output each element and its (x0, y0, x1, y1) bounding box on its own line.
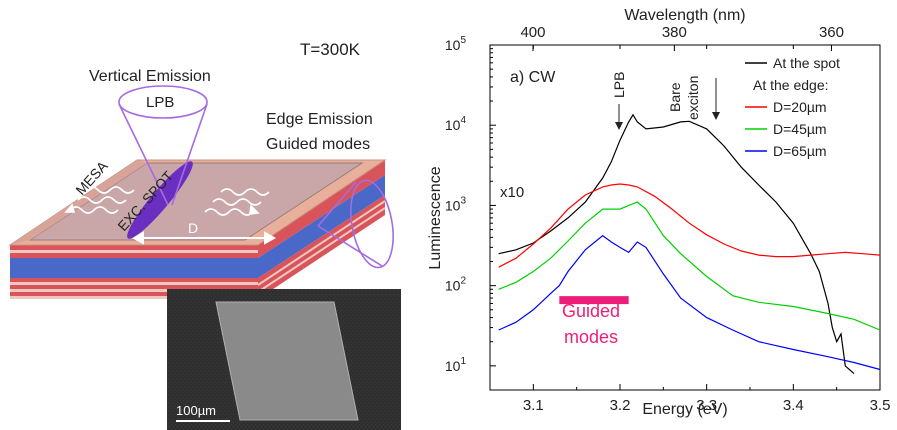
vertical-emission-label: Vertical Emission (89, 68, 211, 85)
lpb-label: LPB (146, 94, 174, 111)
lpb-arrow-head (615, 122, 623, 130)
y-tick-label: 105 (445, 35, 467, 53)
legend-subtitle: At the edge: (753, 77, 829, 93)
y-tick-label: 103 (445, 195, 467, 213)
y-tick-label: 104 (445, 115, 467, 133)
top-axis-title: Wavelength (nm) (624, 7, 745, 24)
guided-modes-band (559, 296, 629, 305)
series-line-3 (498, 234, 881, 371)
exciton-arrow-head (712, 112, 720, 120)
lpb-annotation: LPB (611, 72, 627, 98)
distance-label: D (188, 220, 198, 236)
legend-label-2: D=45µm (773, 121, 827, 137)
sem-inset: 100µm (167, 289, 401, 430)
guided-annotation-2: modes (564, 327, 618, 347)
excitation-spot (127, 161, 193, 239)
temperature-label: T=300K (300, 40, 361, 59)
active-layer-front (10, 258, 258, 278)
bare-annotation: Bare (667, 82, 683, 112)
vertical-emission-cone (118, 85, 208, 206)
plot-area (489, 44, 881, 391)
x-tick-label: 3.4 (783, 397, 804, 414)
x10-label: x10 (500, 184, 524, 201)
legend-label-0: At the spot (773, 55, 840, 71)
x-tick-label: 3.1 (523, 397, 544, 414)
edge-emission-label: Edge Emission (266, 111, 373, 128)
series-line-1 (498, 183, 881, 268)
series-line-2 (498, 201, 881, 331)
top-tick-label: 380 (662, 24, 687, 41)
top-tick-label: 360 (819, 24, 844, 41)
guided-waves-right (204, 188, 270, 216)
y-tick-label: 102 (445, 276, 467, 294)
guided-modes-label: Guided modes (266, 136, 370, 153)
mesa-micrograph (215, 301, 359, 421)
x-tick-label: 3.2 (610, 397, 631, 414)
x-tick-label: 3.3 (696, 397, 717, 414)
x-tick-label: 3.5 (870, 397, 891, 414)
scale-bar-label: 100µm (176, 403, 216, 418)
guided-waves-left (64, 186, 135, 214)
legend-label-3: D=65µm (773, 143, 827, 159)
panel-label: a) CW (510, 69, 556, 86)
series-line-0 (498, 113, 855, 375)
exciton-annotation: exciton (685, 76, 701, 120)
distance-arrow (131, 231, 277, 245)
edge-emission-cone (317, 179, 394, 269)
y-tick-label: 101 (445, 356, 467, 374)
y-axis-title: Luminescence (427, 166, 444, 269)
guided-annotation-1: Guided (562, 301, 620, 321)
x-axis-title: Energy (eV) (642, 401, 727, 418)
device-schematic: D T=300K Vertical Emission LPB Edge Emis… (8, 40, 401, 430)
legend-label-1: D=20µm (773, 99, 827, 115)
top-tick-label: 400 (520, 24, 545, 41)
mesa-top (28, 162, 364, 241)
